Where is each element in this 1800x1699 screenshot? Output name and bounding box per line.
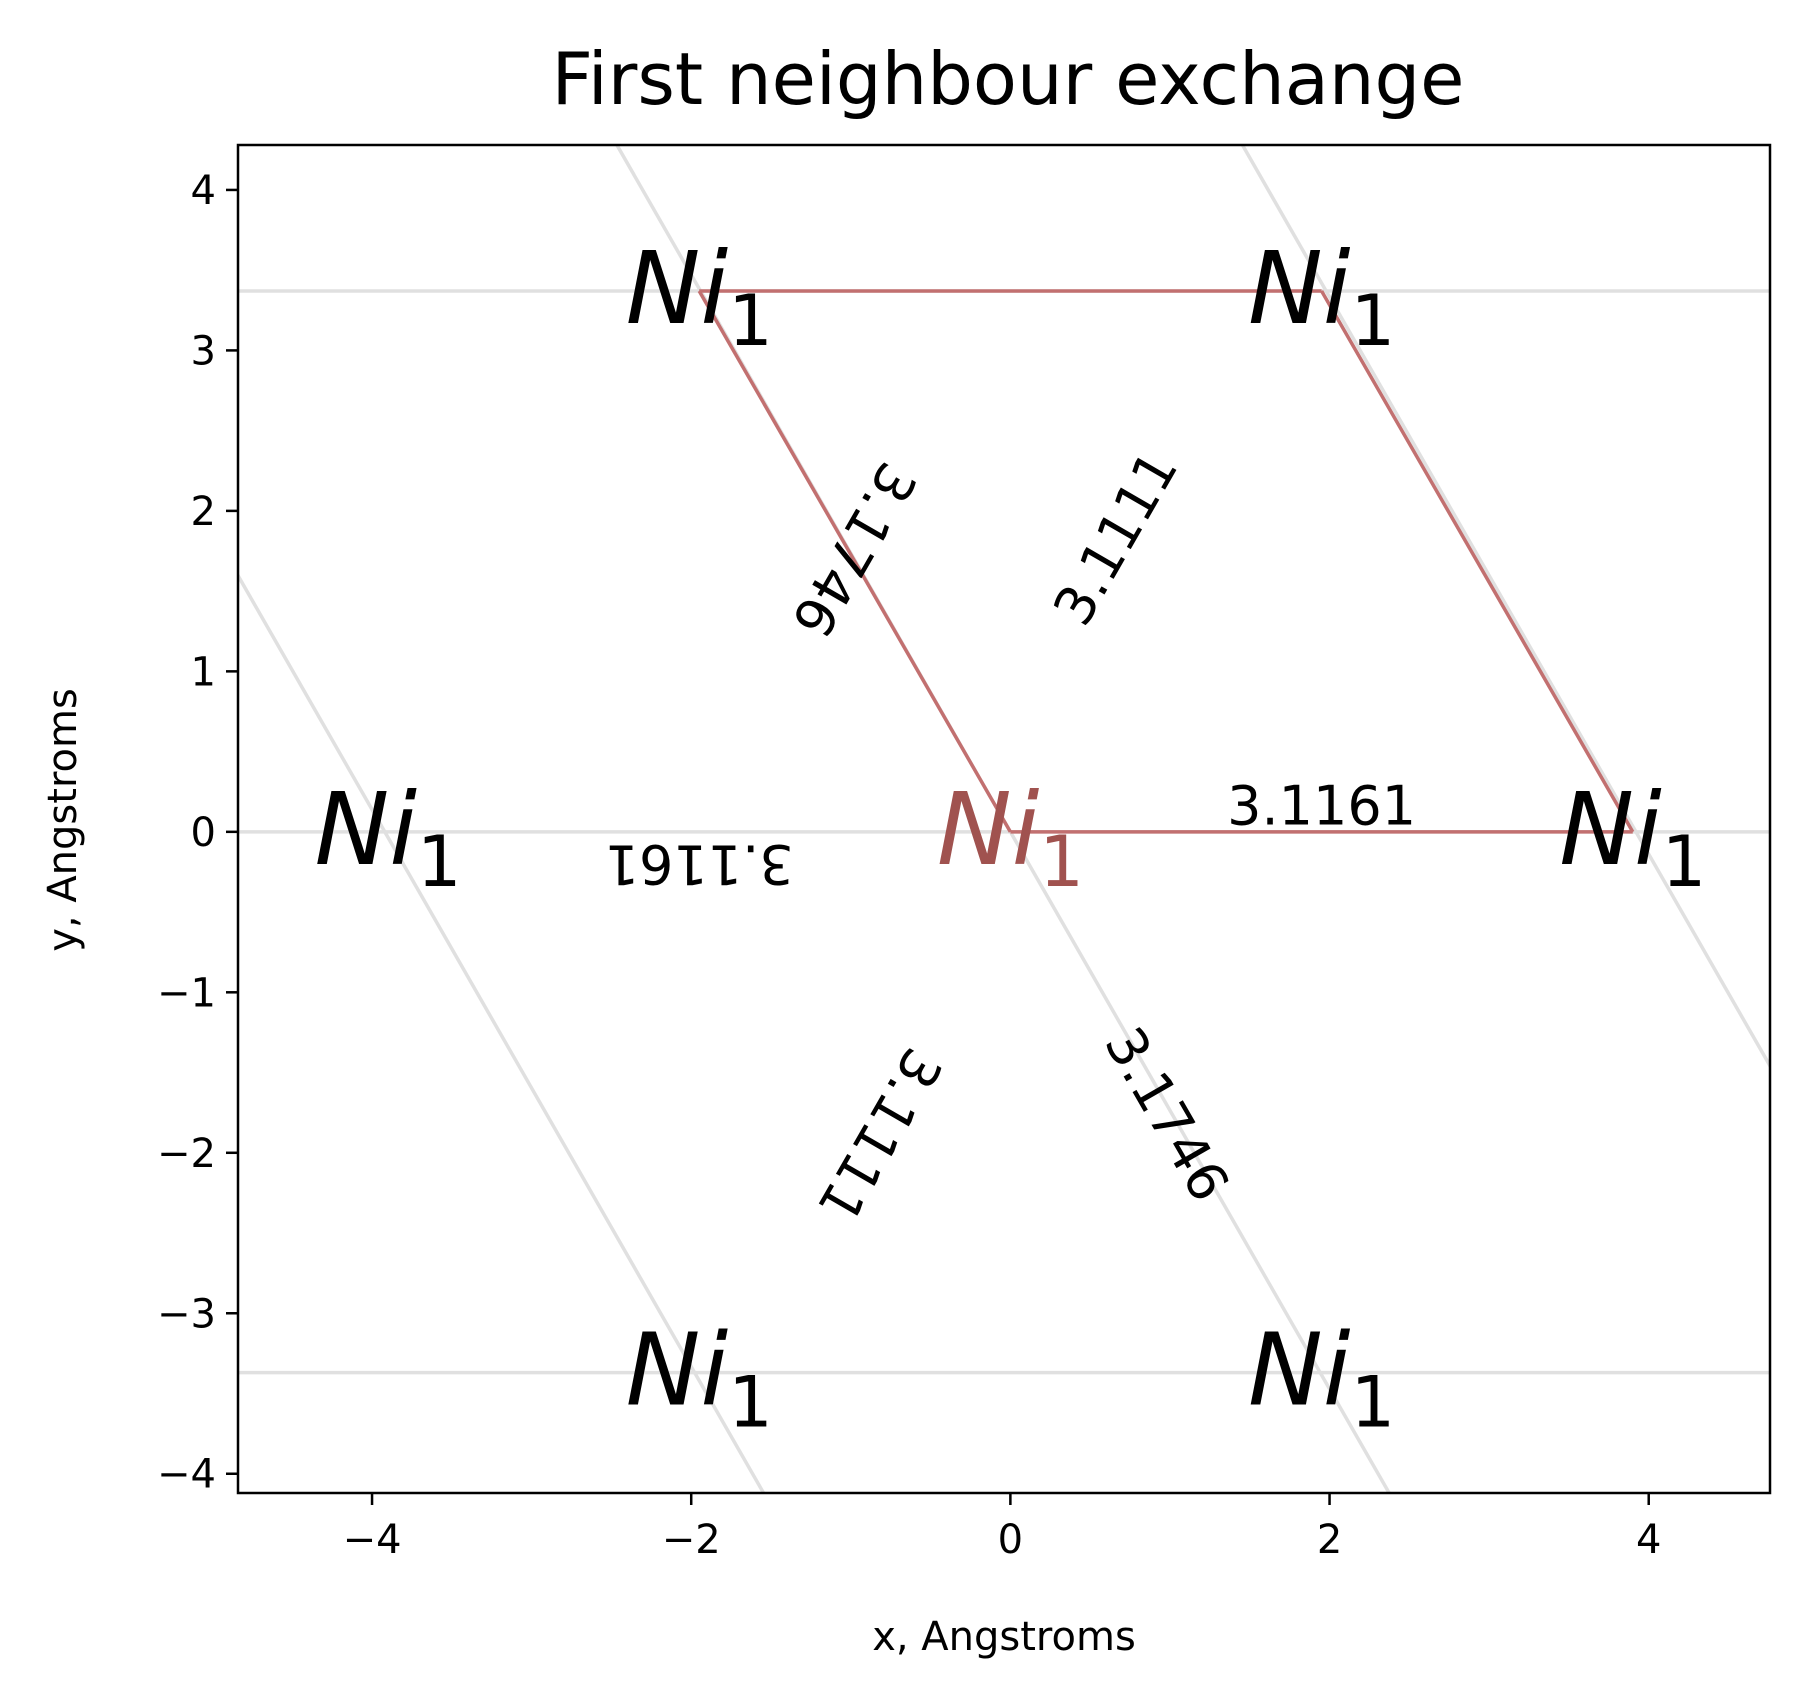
atom-labels: Ni1 Ni1 Ni1 Ni1 Ni1 Ni1 Ni1 (314, 230, 1706, 1444)
bond-line (697, 290, 1012, 833)
bond-line (1320, 290, 1635, 833)
y-tick-label: −3 (157, 1291, 216, 1337)
y-axis-label: y, Angstroms (40, 688, 86, 952)
atom-label: Ni1 (1248, 1312, 1395, 1444)
lattice-line (1240, 145, 1770, 1070)
y-axis-ticks: −4 −3 −2 −1 0 1 2 3 4 (157, 168, 238, 1498)
y-tick-label: −2 (157, 1131, 216, 1177)
plot-frame (236, 143, 1772, 1495)
atom-label: Ni1 (1248, 230, 1395, 362)
y-tick-label: 1 (191, 649, 216, 695)
distance-label: 3.1161 (605, 832, 794, 895)
y-tick-label: −4 (157, 1452, 216, 1498)
chart-title: First neighbour exchange (552, 37, 1465, 121)
x-tick-label: 4 (1636, 1517, 1661, 1563)
bond-lines (697, 289, 1635, 834)
distance-label: 3.1161 (1227, 775, 1416, 838)
y-tick-label: 3 (191, 328, 216, 374)
atom-label: Ni1 (314, 771, 461, 903)
x-tick-label: 0 (998, 1517, 1023, 1563)
x-tick-label: −4 (343, 1517, 402, 1563)
y-tick-label: 0 (191, 810, 216, 856)
y-tick-label: −1 (157, 970, 216, 1016)
x-axis-label: x, Angstroms (872, 1614, 1136, 1660)
atom-label: Ni1 (626, 230, 773, 362)
atom-label: Ni1 (1559, 771, 1706, 903)
atom-label: Ni1 (626, 1312, 773, 1444)
center-atom-label: Ni1 (937, 771, 1084, 903)
y-tick-label: 2 (191, 489, 216, 535)
x-tick-label: −2 (662, 1517, 721, 1563)
y-tick-label: 4 (191, 168, 216, 214)
lattice-line (238, 572, 766, 1493)
x-axis-ticks: −4 −2 0 2 4 (343, 1493, 1661, 1563)
x-tick-label: 2 (1317, 1517, 1342, 1563)
